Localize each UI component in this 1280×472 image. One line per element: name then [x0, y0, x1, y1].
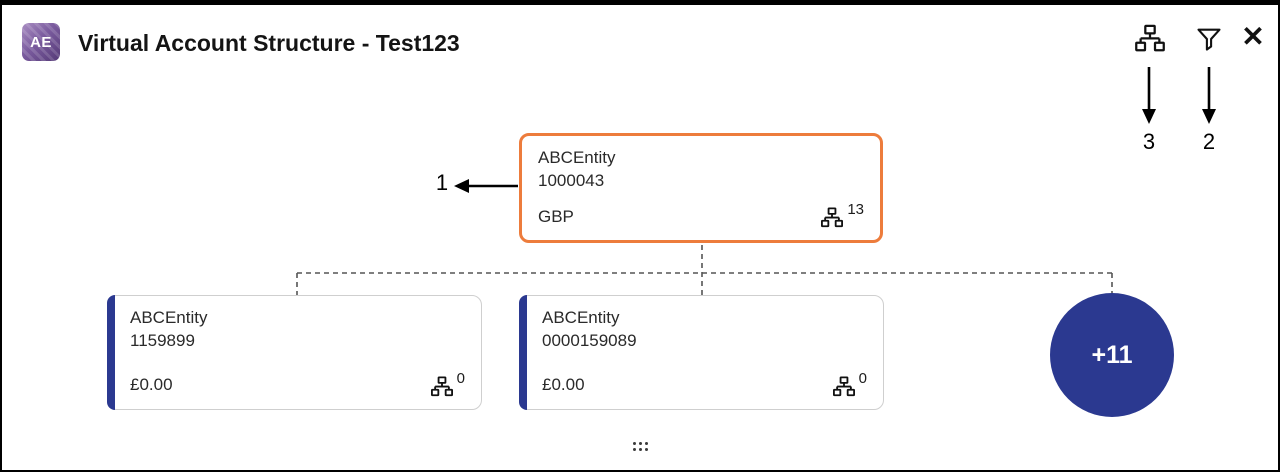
hierarchy-view-button[interactable] [1132, 21, 1168, 57]
page-title: Virtual Account Structure - Test123 [78, 30, 460, 56]
annotation-label-2: 2 [1202, 129, 1216, 154]
hierarchy-icon [821, 207, 844, 229]
children-count-group: 0 [430, 370, 465, 398]
dot [645, 442, 648, 445]
children-count-group: 13 [821, 201, 864, 229]
entity-name: ABCEntity [130, 308, 208, 327]
children-count: 0 [456, 370, 465, 387]
overflow-nodes-button[interactable]: +11 [1050, 293, 1174, 417]
account-number: 1159899 [130, 331, 195, 350]
filter-button[interactable] [1192, 22, 1226, 56]
entity-name: ABCEntity [542, 308, 620, 327]
balance-label: £0.00 [542, 375, 585, 394]
hierarchy-icon [1135, 24, 1165, 54]
annotation-label-1: 1 [435, 170, 449, 195]
close-icon: ✕ [1241, 21, 1265, 52]
children-count: 0 [858, 370, 867, 387]
dot [639, 442, 642, 445]
dot [633, 448, 636, 451]
children-count: 13 [847, 201, 864, 218]
app-logo-text: AE [30, 33, 52, 51]
dot [645, 448, 648, 451]
filter-funnel-icon [1195, 25, 1223, 53]
annotation-label-3: 3 [1142, 129, 1156, 154]
account-number: 1000043 [538, 171, 605, 190]
card-accent-bar [519, 295, 527, 410]
hierarchy-icon [430, 376, 453, 398]
currency-label: GBP [538, 207, 574, 226]
entity-name: ABCEntity [538, 148, 616, 167]
child-account-card-1[interactable]: ABCEntity 1159899 £0.00 0 [107, 295, 482, 410]
dot [639, 448, 642, 451]
dot [633, 442, 636, 445]
account-number: 0000159089 [542, 331, 637, 350]
hierarchy-icon [832, 376, 855, 398]
overflow-count: +11 [1091, 340, 1133, 369]
more-nodes-handle[interactable] [633, 442, 648, 451]
app-logo-badge: AE [22, 23, 60, 61]
children-count-group: 0 [832, 370, 867, 398]
close-button[interactable]: ✕ [1234, 18, 1272, 56]
balance-label: £0.00 [130, 375, 173, 394]
parent-account-card[interactable]: ABCEntity 1000043 GBP 13 [519, 133, 883, 243]
child-account-card-2[interactable]: ABCEntity 0000159089 £0.00 0 [519, 295, 884, 410]
card-accent-bar [107, 295, 115, 410]
